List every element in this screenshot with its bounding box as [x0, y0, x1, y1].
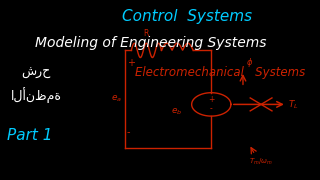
Text: Modeling of Engineering Systems: Modeling of Engineering Systems	[35, 36, 267, 50]
Text: Part 1: Part 1	[7, 127, 53, 143]
Text: $e_a$: $e_a$	[111, 94, 122, 104]
Text: $\phi$: $\phi$	[246, 56, 253, 69]
Text: الأنظمة: الأنظمة	[11, 87, 62, 103]
Text: شرح: شرح	[21, 66, 51, 78]
Text: +: +	[127, 58, 135, 68]
Text: $T_L$: $T_L$	[288, 98, 299, 111]
Text: $e_b$: $e_b$	[171, 106, 183, 117]
Text: -: -	[210, 105, 213, 114]
Text: +: +	[208, 95, 214, 104]
Text: Electromechanical   Systems: Electromechanical Systems	[135, 66, 306, 78]
Text: R: R	[144, 29, 149, 38]
Text: -: -	[127, 127, 130, 137]
Text: Control  Systems: Control Systems	[122, 9, 252, 24]
Text: $T_m / \omega_m$: $T_m / \omega_m$	[249, 157, 273, 167]
